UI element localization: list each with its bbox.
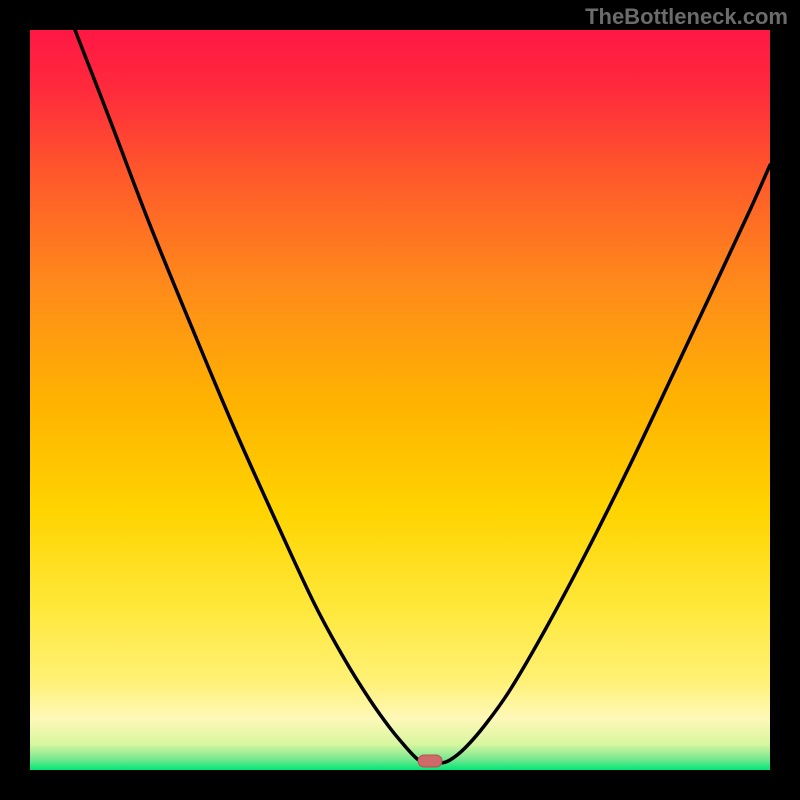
chart-frame: TheBottleneck.com	[0, 0, 800, 800]
watermark-label: TheBottleneck.com	[585, 4, 788, 30]
chart-svg	[0, 0, 800, 800]
minimum-marker	[418, 755, 442, 767]
